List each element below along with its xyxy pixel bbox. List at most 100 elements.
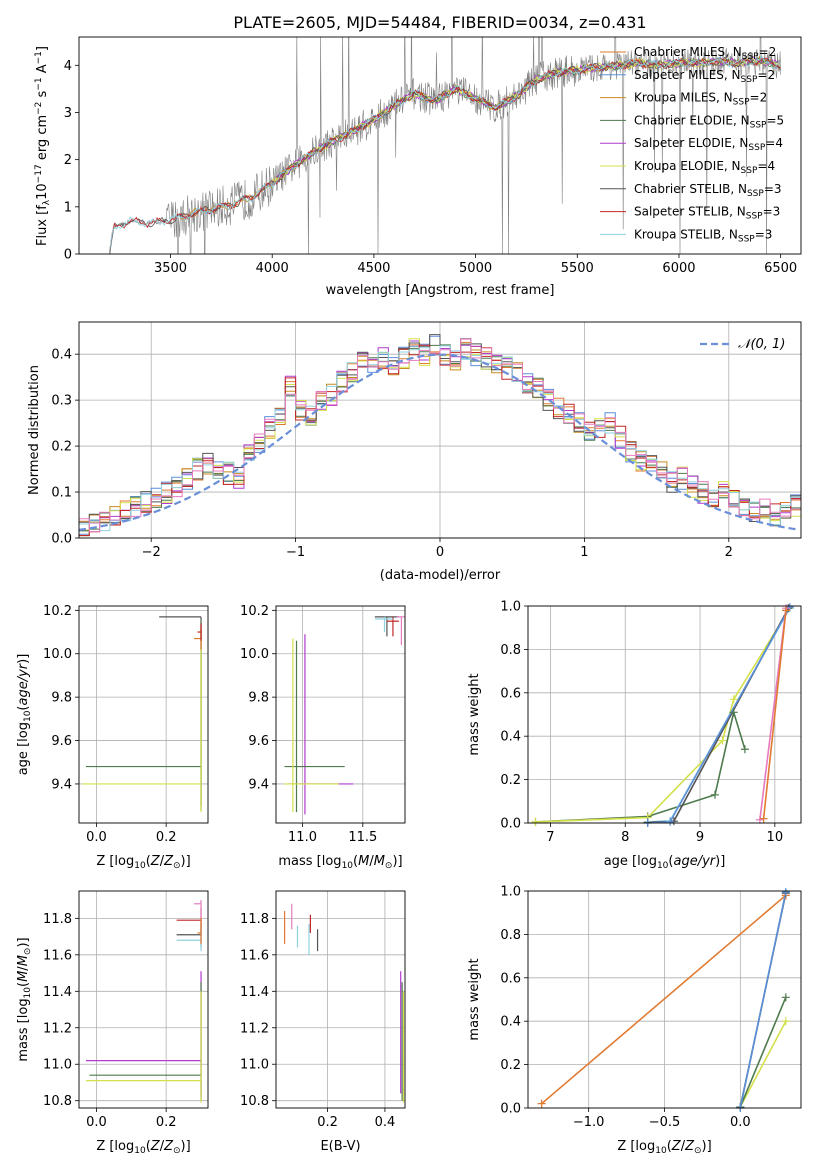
y-axis-label: age [log10(age/yr)] [16,654,33,776]
plot-area [284,903,405,1103]
x-tick-label: 5500 [561,261,594,276]
plot-area [535,606,791,823]
axes-frame [78,36,802,255]
label-part: SSP [746,212,763,222]
y-tick-label: 0.4 [500,1015,521,1030]
weight-marker [531,817,540,826]
label-part: Z [150,1139,161,1154]
axes-frame [78,321,802,539]
label-part: 10 [342,861,354,871]
axes-frame [275,890,406,1109]
label-part: ( [146,854,151,869]
figure-title: PLATE=2605, MJD=54484, FIBERID=0034, z=0… [233,13,646,32]
label-part: SSP [733,98,750,108]
weight-marker [718,736,727,745]
label-part: Kroupa MILES, N [634,91,733,105]
label-part: =2 [757,68,775,82]
model-line-kroupa-stelib [109,55,781,251]
mass-vs-extinction-panel: 0.2 0.4 10.8 11.0 11.2 11.4 11.6 11.8 E(B-V) [240,890,406,1154]
label-part: E(B-V) [320,1139,360,1154]
label-part: erg cm [35,115,50,164]
y-tick-label: 11.4 [43,985,72,1000]
y-tick-label: 10.0 [43,647,72,662]
label-part: ( [146,1139,151,1154]
label-part: SSP [738,234,755,244]
x-tick-label: 0.4 [375,1115,396,1130]
label-part: ( [667,1139,672,1154]
age-vs-metallicity-panel: 0.0 0.29.49.69.810.010.2Z [log10(Z/Z⊙)]ag… [16,604,209,871]
x-axis-label: Z [log10(Z/Z⊙)] [96,854,190,871]
x-tick-label: −2 [142,545,161,560]
label-part: Salpeter MILES, N [634,68,741,82]
y-tick-label: 9.6 [51,734,72,749]
label-part: Z [log [96,1139,134,1154]
plot-area [82,616,202,813]
weight-line [739,1020,787,1108]
plot-area [541,891,787,1108]
weight-line [535,709,746,823]
weight-marker [729,695,738,704]
histogram-step-pink [79,338,801,533]
x-tick-label: 0.2 [156,1115,177,1130]
label-part: ⊙ [173,1146,181,1156]
y-tick-label: 1.0 [500,600,521,615]
weight-line [739,891,787,1108]
label-part: Z [log [617,1139,655,1154]
axes-frame [275,605,406,824]
label-part: 10 [134,1146,146,1156]
y-tick-label: 11.4 [240,985,269,1000]
label-part: ] [35,46,50,51]
legend-entry: Kroupa STELIB, NSSP=3 [634,227,772,244]
legend-entry: 𝒩(0, 1) [738,337,785,352]
x-axis-label: Z [log10(Z/Z⊙)] [96,1139,190,1156]
label-part: s [35,90,50,101]
y-tick-label: 4 [64,59,72,74]
y-tick-label: 9.4 [248,777,269,792]
y-tick-label: 0.8 [500,643,521,658]
weight-marker [537,1099,546,1108]
label-part: Chabrier MILES, N [634,45,742,59]
x-tick-label: −1 [286,545,305,560]
label-part: ( [353,854,358,869]
x-tick-label: −0.5 [649,1115,681,1130]
x-axis-label: (data-model)/error [380,568,501,583]
label-part: SSP [750,120,767,130]
y-tick-label: 0.3 [51,394,72,409]
y-axis-label: Flux [fλ10−17 erg cm−2 s−1 A−1] [34,46,52,246]
weight-marker [781,1017,790,1026]
y-axis-label: mass [log10(M/M⊙)] [16,937,33,1061]
label-part: )] [715,854,725,869]
label-part: )] [16,937,31,947]
label-part: Z [671,1139,682,1154]
label-part: Flux [f [35,205,50,246]
label-part: λ [42,199,52,205]
weight-marker [740,745,749,754]
y-tick-label: 11.6 [240,948,269,963]
y-tick-label: 1.0 [500,885,521,900]
weight-line [535,607,791,823]
y-tick-label: 0.0 [500,1102,521,1117]
x-axis-label: Z [log10(Z/Z⊙)] [617,1139,711,1156]
weight-line [647,607,791,823]
label-part: 10 [23,987,33,999]
y-axis-label: Normed distribution [27,365,42,495]
label-part: / [16,966,31,971]
legend-entry: Chabrier ELODIE, NSSP=5 [634,113,784,130]
x-tick-label: 4500 [357,261,390,276]
label-part: M [16,955,31,966]
label-part: =3 [763,205,781,219]
label-part: −2 [34,102,44,115]
label-part: age/yr [16,662,31,705]
data-spectrum-line [109,37,781,254]
y-tick-label: 11.2 [43,1021,72,1036]
y-tick-label: 0.4 [500,730,521,745]
label-part: / [681,1139,686,1154]
y-tick-label: 11.6 [43,948,72,963]
x-tick-label: 7 [546,830,554,845]
x-axis-label: wavelength [Angstrom, rest frame] [326,283,555,298]
weight-marker [669,817,678,826]
label-part: ⊙ [694,1146,702,1156]
weight-marker [782,606,791,615]
label-part: SSP [741,75,758,85]
